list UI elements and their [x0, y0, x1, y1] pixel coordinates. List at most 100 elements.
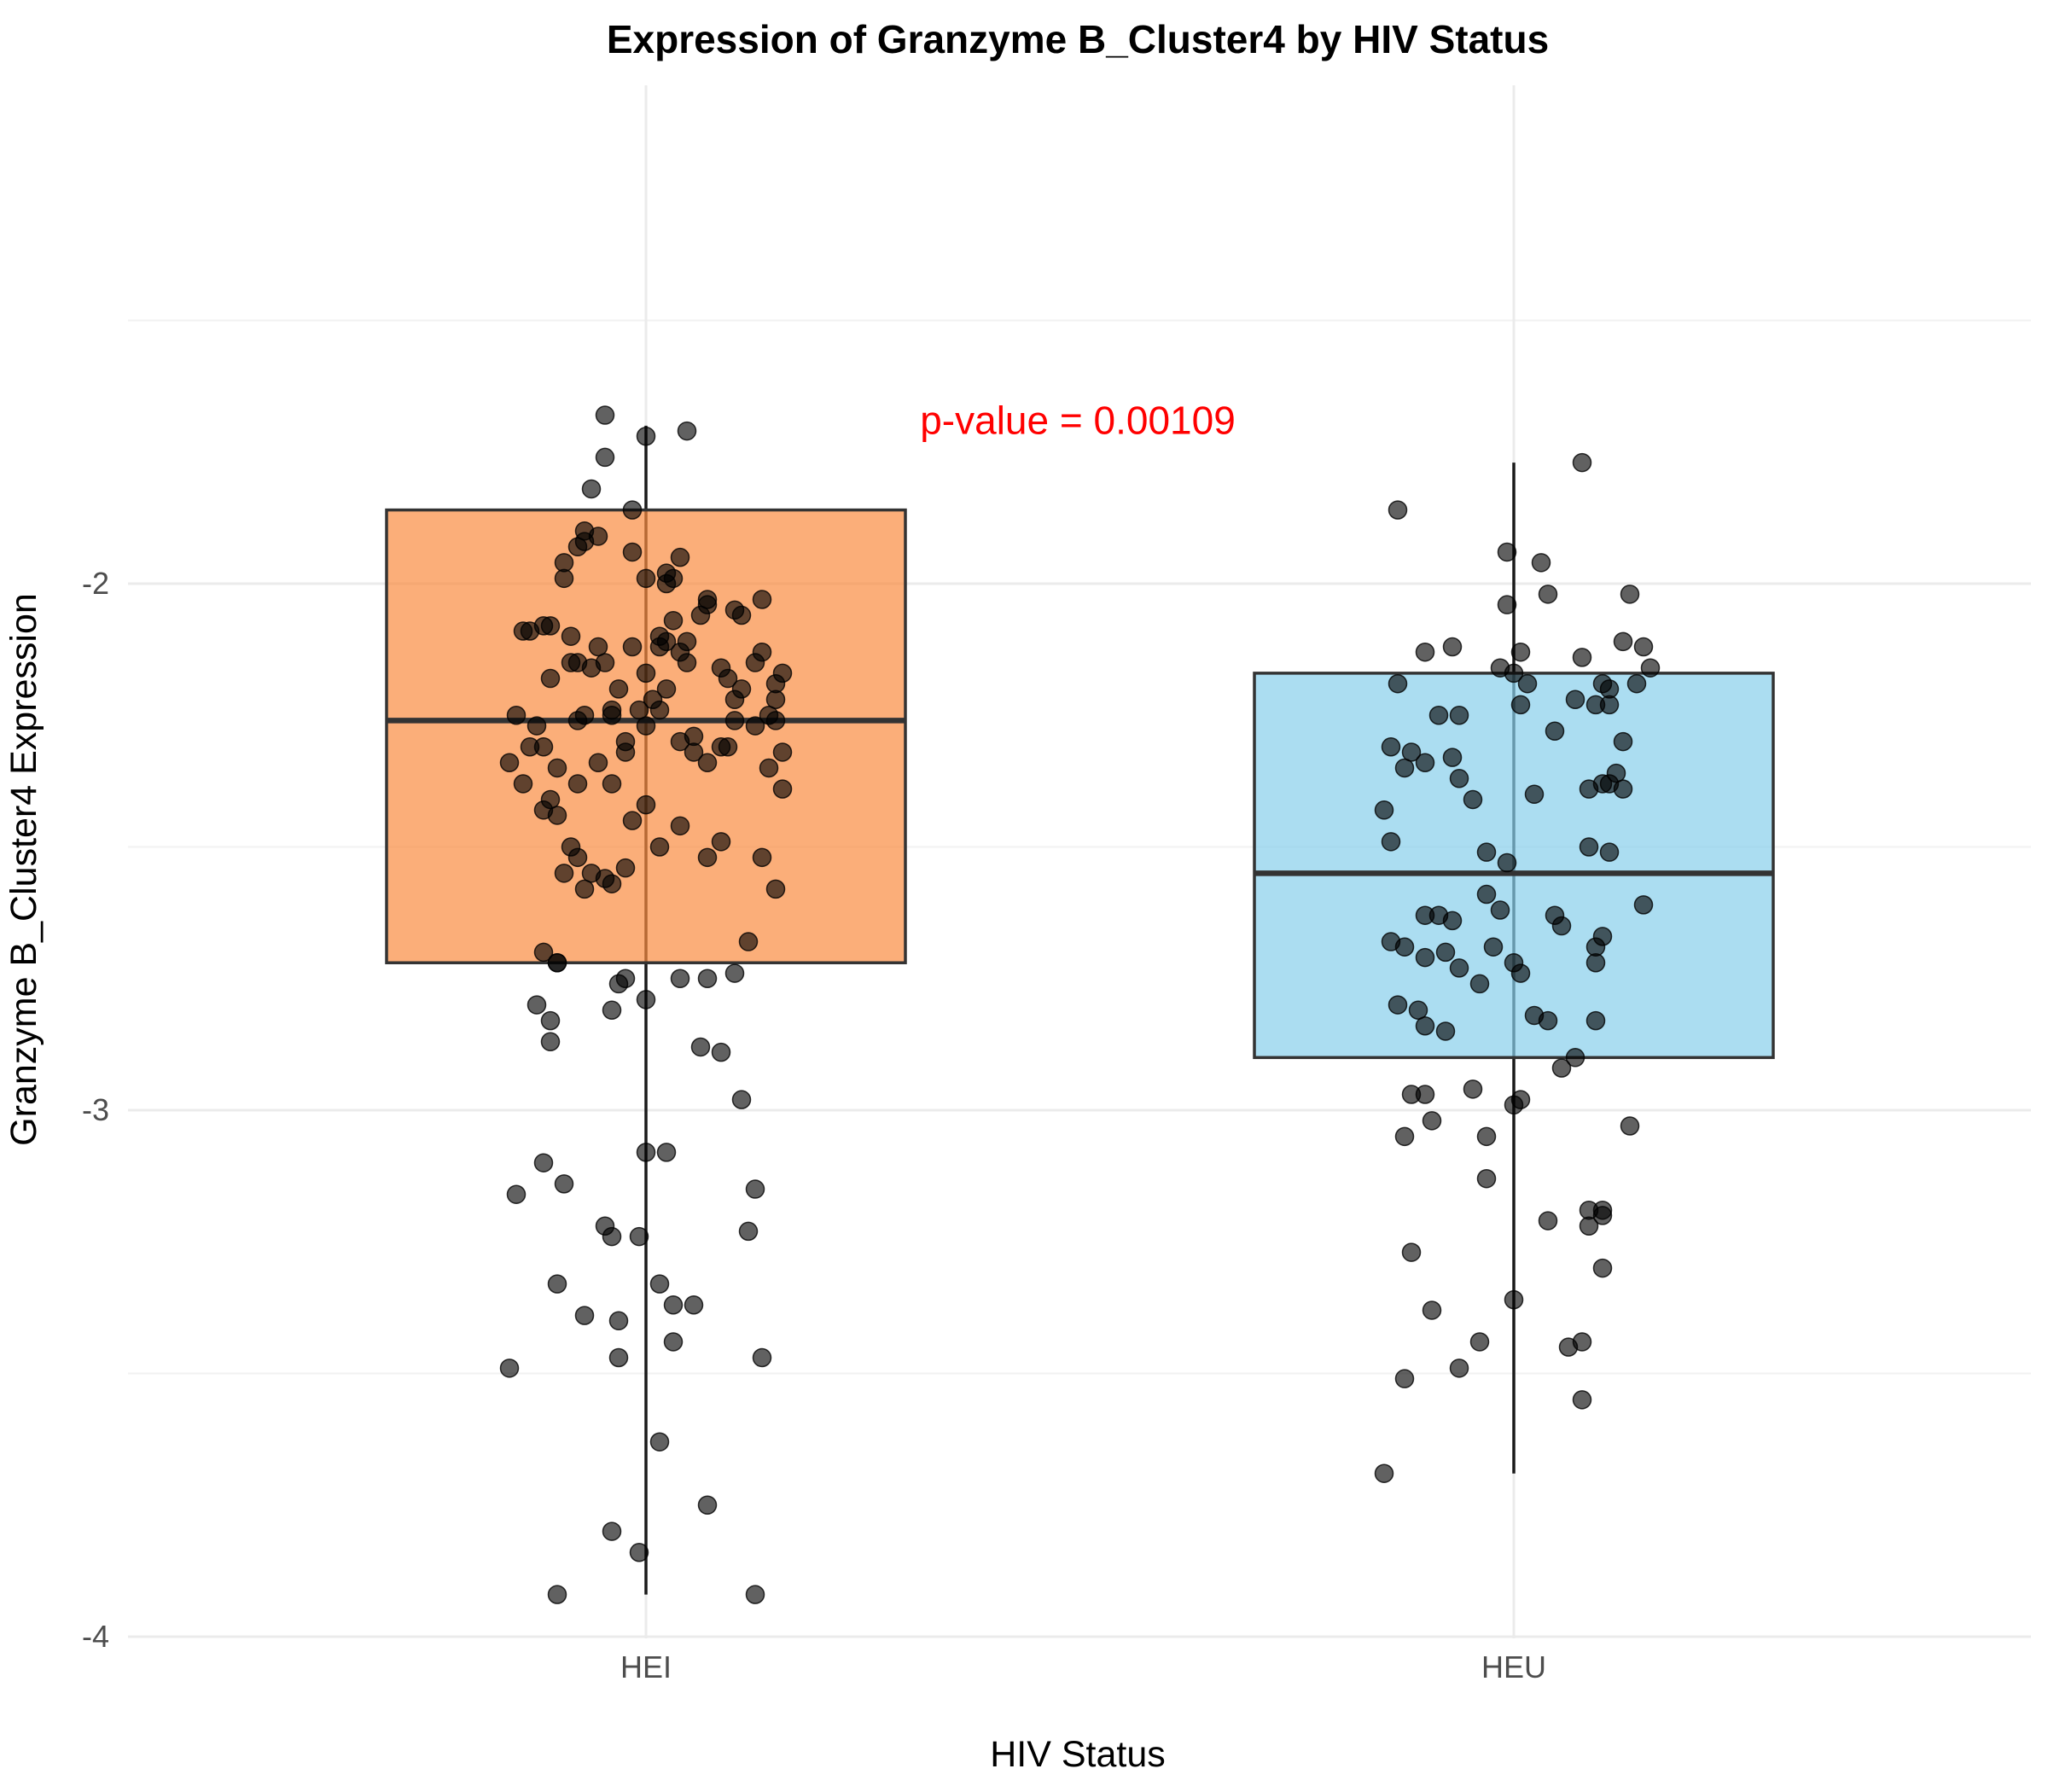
data-point-hei [649, 626, 670, 646]
data-point-hei [711, 1042, 731, 1062]
data-point-hei [547, 806, 567, 825]
data-point-hei [636, 568, 656, 589]
data-point-hei [554, 568, 574, 589]
data-point-hei [649, 700, 670, 720]
data-point-hei [636, 716, 656, 736]
jitter-points [499, 405, 1661, 1604]
data-point-heu [1442, 748, 1463, 767]
data-point-hei [602, 706, 622, 725]
data-point-heu [1490, 658, 1510, 678]
data-point-hei [554, 864, 574, 883]
data-point-hei [574, 1306, 595, 1325]
data-point-heu [1415, 947, 1435, 968]
data-point-hei [602, 774, 622, 794]
data-point-hei [520, 737, 540, 757]
data-point-hei [629, 1226, 649, 1247]
data-point-hei [547, 1585, 567, 1604]
data-point-hei [608, 1347, 629, 1368]
data-point-hei [581, 479, 602, 499]
data-point-hei [567, 847, 588, 868]
data-point-heu [1510, 963, 1531, 983]
data-point-hei [527, 995, 547, 1015]
data-point-hei [697, 1495, 718, 1515]
data-point-hei [636, 663, 656, 684]
data-point-heu [1531, 553, 1551, 573]
data-point-heu [1599, 774, 1620, 794]
data-point-heu [1551, 916, 1572, 936]
data-point-heu [1415, 905, 1435, 925]
data-point-hei [608, 1311, 629, 1331]
x-axis-ticks: HEI HEU [620, 1649, 1546, 1684]
data-point-hei [745, 1179, 765, 1199]
data-point-heu [1524, 1005, 1545, 1026]
data-point-heu [1449, 1359, 1469, 1378]
data-point-heu [1572, 1390, 1592, 1410]
boxes [385, 508, 1775, 1060]
data-point-heu [1394, 1126, 1415, 1147]
data-point-hei [663, 610, 684, 631]
data-point-hei [499, 753, 520, 773]
data-point-hei [506, 706, 527, 725]
data-point-heu [1476, 884, 1497, 905]
data-point-heu [1545, 721, 1565, 742]
data-point-heu [1565, 689, 1585, 709]
data-point-heu [1415, 753, 1435, 773]
data-point-heu [1620, 1116, 1640, 1136]
data-point-heu [1381, 832, 1401, 852]
data-point-heu [1463, 789, 1483, 810]
data-point-heu [1613, 631, 1633, 652]
data-point-heu [1585, 952, 1606, 973]
data-point-hei [602, 1521, 622, 1541]
data-point-hei [622, 637, 643, 657]
data-point-heu [1599, 842, 1620, 862]
data-point-heu [1449, 769, 1469, 788]
data-point-heu [1401, 1242, 1422, 1262]
data-point-hei [588, 753, 608, 773]
data-point-hei [574, 879, 595, 899]
data-point-heu [1551, 1058, 1572, 1078]
y-axis-title: Granzyme B_Cluster4 Expression [3, 593, 44, 1146]
data-point-hei [615, 858, 636, 878]
data-point-heu [1374, 800, 1394, 820]
data-point-hei [745, 1585, 765, 1604]
data-point-hei [765, 689, 786, 709]
data-point-heu [1497, 852, 1517, 873]
data-point-hei [561, 626, 581, 646]
data-point-hei [731, 1090, 752, 1109]
data-point-heu [1524, 784, 1545, 805]
data-point-heu [1435, 942, 1456, 963]
data-point-heu [1388, 995, 1408, 1015]
data-point-heu [1497, 542, 1517, 562]
data-point-heu [1640, 658, 1661, 678]
data-point-hei [765, 879, 786, 899]
data-point-hei [547, 758, 567, 778]
data-point-heu [1422, 1111, 1442, 1131]
data-point-hei [711, 737, 731, 757]
y-axis-ticks: -4 -3 -2 [82, 566, 109, 1654]
data-point-heu [1579, 1200, 1599, 1220]
chart-title: Expression of Granzyme B_Cluster4 by HIV… [607, 17, 1549, 61]
data-point-hei [697, 847, 718, 868]
data-point-hei [752, 847, 772, 868]
data-point-hei [663, 1295, 684, 1315]
data-point-hei [540, 1010, 561, 1031]
data-point-heu [1374, 1463, 1394, 1483]
data-point-hei [581, 658, 602, 678]
x-tick-label: HEU [1481, 1649, 1546, 1684]
data-point-hei [772, 742, 793, 762]
data-point-heu [1538, 585, 1558, 604]
data-point-heu [1476, 1126, 1497, 1147]
data-point-hei [745, 653, 765, 672]
data-point-hei [629, 700, 649, 720]
data-point-hei [759, 758, 779, 778]
data-point-hei [602, 874, 622, 893]
data-point-heu [1579, 837, 1599, 857]
data-point-hei [595, 447, 615, 468]
data-point-hei [636, 426, 656, 446]
data-point-heu [1449, 706, 1469, 725]
data-point-heu [1408, 1000, 1428, 1021]
data-point-hei [711, 832, 731, 852]
data-point-hei [588, 637, 608, 657]
data-point-heu [1572, 452, 1592, 473]
data-point-heu [1415, 642, 1435, 662]
